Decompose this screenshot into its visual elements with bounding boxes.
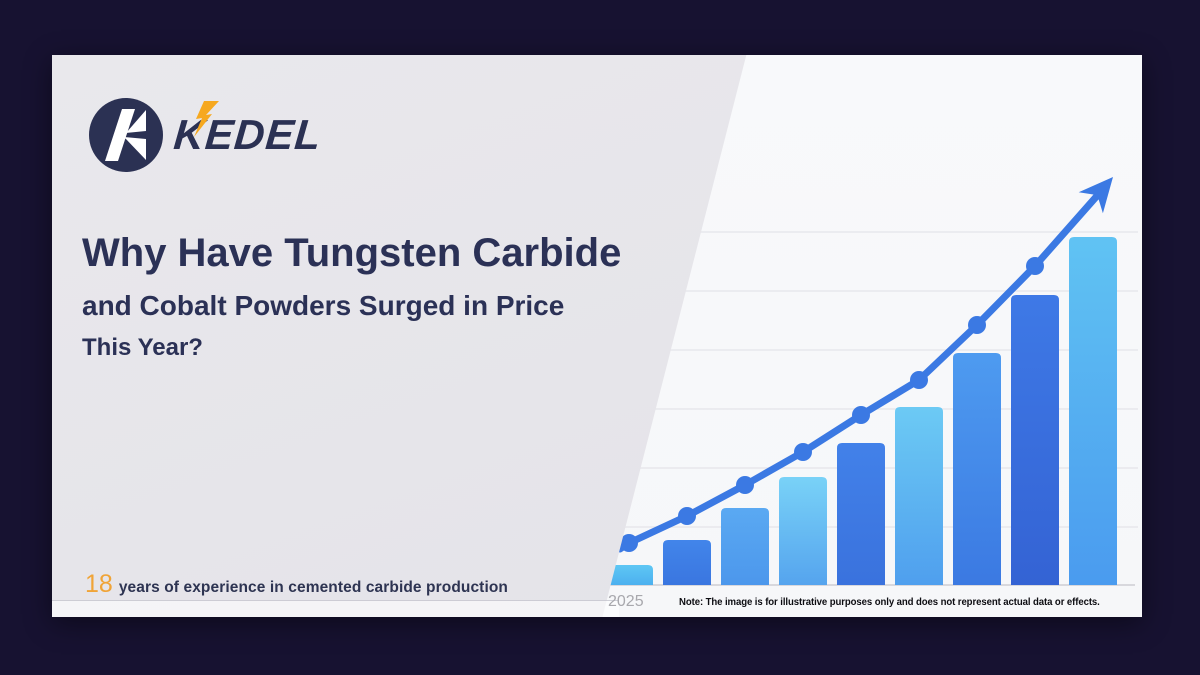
years-count: 18 <box>85 570 113 598</box>
slide-card: KEDEL Why Have Tungsten Carbide and Coba… <box>52 55 1142 617</box>
reflection-years: 18 <box>85 600 113 601</box>
title-line-3: This Year? <box>82 334 203 361</box>
title-line-1: Why Have Tungsten Carbide <box>82 231 622 275</box>
page-title: Why Have Tungsten Carbide and Cobalt Pow… <box>82 231 621 362</box>
disclaimer-note: Note: The image is for illustrative purp… <box>679 597 1100 608</box>
experience-tagline: 18 years of experience in cemented carbi… <box>85 570 508 599</box>
lightning-accent-icon <box>194 101 219 137</box>
title-line-2: and Cobalt Powders Surged in Price <box>82 290 565 321</box>
brand-logo: KEDEL <box>88 95 323 175</box>
footer-reflection: 18 years of experience in cemented carbi… <box>85 600 508 601</box>
footer-band: 18 years of experience in cemented carbi… <box>52 600 619 617</box>
x-axis-year-label: 2025 <box>608 593 644 610</box>
kedel-circle-icon <box>89 98 163 172</box>
experience-text: years of experience in cemented carbide … <box>118 579 508 596</box>
